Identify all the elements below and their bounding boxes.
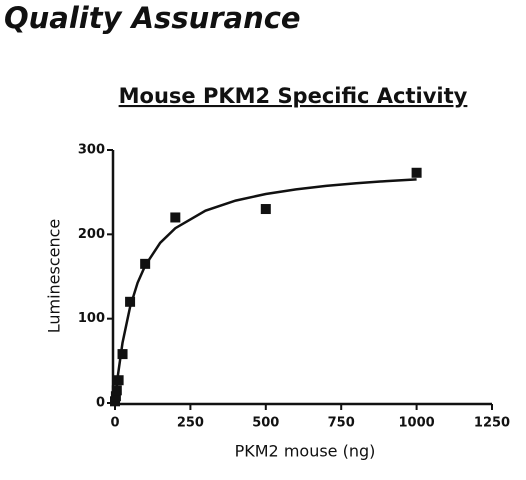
- y-axis-label: Luminescence: [45, 219, 64, 334]
- y-tick-label: 100: [78, 311, 105, 326]
- point: [411, 167, 422, 178]
- point: [125, 296, 136, 307]
- x-tick-label: 1250: [474, 416, 510, 431]
- point: [110, 396, 120, 407]
- point: [113, 375, 124, 386]
- y-tick-label: 200: [78, 227, 105, 242]
- chart-title: Mouse PKM2 Specific Activity: [119, 84, 468, 108]
- point: [111, 385, 122, 396]
- x-tick-label: 500: [252, 416, 279, 431]
- x-tick-label: 1000: [399, 416, 435, 431]
- point: [117, 349, 128, 360]
- x-axis-label: PKM2 mouse (ng): [235, 442, 376, 461]
- fit-curve: [113, 178, 417, 404]
- point: [260, 204, 271, 215]
- x-tick-label: 0: [110, 416, 119, 431]
- y-tick-label: 0: [96, 396, 105, 411]
- x-tick-label: 250: [177, 416, 204, 431]
- page-title: Quality Assurance: [4, 1, 301, 35]
- point: [110, 391, 121, 402]
- point: [140, 258, 151, 269]
- point: [170, 212, 181, 223]
- x-tick-label: 750: [328, 416, 355, 431]
- y-tick-label: 300: [78, 143, 105, 158]
